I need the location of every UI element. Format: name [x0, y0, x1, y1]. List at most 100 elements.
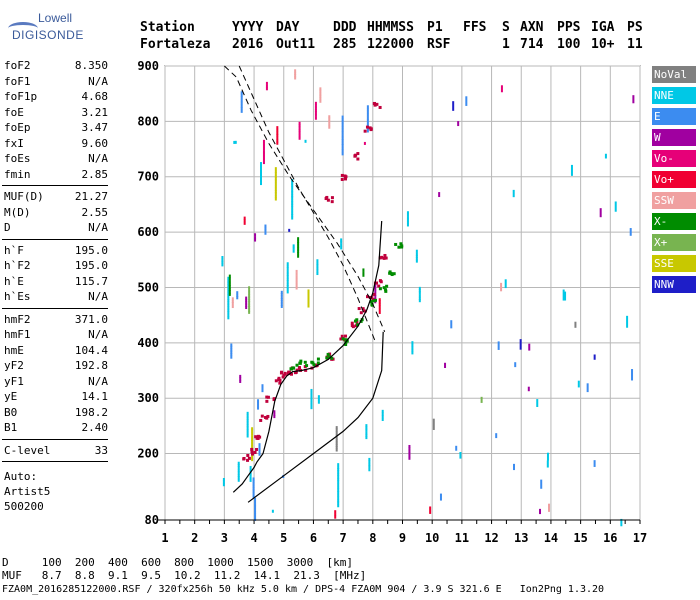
echo-mark	[408, 456, 411, 460]
echo-mark	[237, 464, 240, 468]
echo-mark	[310, 403, 313, 407]
echo-mark	[381, 409, 384, 413]
echo-mark	[274, 190, 277, 194]
ionogram-chart: 1 2 3 4 5 6 7 8 9 10 11 12 13 14 15 16 17802003004005006…	[137, 59, 647, 545]
trace-point-upper-red	[330, 200, 334, 204]
echo-mark	[239, 377, 242, 381]
echo-mark	[411, 351, 414, 355]
echo-mark	[227, 279, 230, 283]
trace-point-upper-red	[343, 177, 347, 181]
scatter-mark	[500, 85, 503, 93]
param-value: N/A	[88, 290, 108, 303]
param-label: foE	[4, 105, 24, 119]
header-label-4: HHMMSS	[367, 20, 414, 35]
echo-mark	[365, 428, 368, 432]
scatter-mark	[432, 418, 435, 430]
echo-mark	[252, 491, 255, 495]
echo-mark	[340, 240, 343, 244]
echo-mark	[295, 281, 298, 285]
echo-mark	[245, 298, 248, 302]
echo-mark	[337, 488, 340, 492]
echo-mark	[310, 398, 313, 402]
trace-point-X-trace	[399, 242, 403, 246]
scatter-mark	[495, 433, 498, 439]
echo-mark	[316, 259, 319, 263]
trace-point-O-trace	[266, 414, 270, 418]
trace-point-O-trace	[250, 447, 254, 451]
header-value-7: 714	[520, 37, 544, 52]
echo-mark	[237, 471, 240, 475]
trace-point-upper-red	[326, 198, 330, 202]
x-tick-label: 10	[425, 531, 439, 545]
trace-point-upper-red	[375, 102, 379, 106]
x-tick-label: 5	[280, 531, 287, 545]
echo-mark	[274, 185, 277, 189]
scatter-mark	[450, 320, 453, 329]
echo-mark	[280, 290, 283, 294]
echo-mark	[310, 406, 313, 410]
echo-mark	[264, 226, 267, 230]
echo-mark	[406, 213, 409, 217]
echo-mark	[276, 139, 279, 143]
profile-line-profile	[232, 220, 383, 493]
echo-mark	[258, 452, 261, 456]
echo-mark	[340, 238, 343, 242]
scatter-mark	[604, 153, 607, 159]
trace-point-X-trace	[316, 357, 320, 361]
echo-mark	[222, 480, 225, 484]
echo-mark	[240, 99, 243, 103]
dashed-curve	[224, 65, 386, 332]
scatter-mark	[527, 386, 530, 392]
digisonde-logo: Lowell DIGISONDE	[8, 8, 83, 48]
scatter-mark	[465, 96, 468, 106]
echo-mark	[406, 223, 409, 227]
echo-mark	[249, 468, 252, 472]
echo-mark	[337, 475, 340, 479]
echo-mark	[227, 286, 230, 290]
param-row: fmin 2.85	[4, 168, 108, 182]
echo-mark	[260, 162, 262, 166]
echo-mark	[362, 271, 365, 275]
echo-mark	[314, 116, 317, 120]
echo-mark	[297, 242, 300, 246]
echo-mark	[366, 113, 369, 117]
echo-mark	[366, 105, 369, 109]
echo-mark	[227, 303, 230, 307]
echo-mark	[274, 177, 277, 181]
echo-mark	[249, 478, 252, 482]
separator	[2, 461, 108, 462]
auto-line3: 500200	[4, 500, 44, 513]
param-label: MUF(D)	[4, 190, 44, 203]
echo-mark	[248, 306, 251, 310]
echo-mark	[307, 299, 310, 303]
echo-mark	[230, 355, 233, 359]
echo-mark	[231, 297, 234, 301]
echo-mark	[334, 513, 337, 517]
echo-mark	[236, 291, 239, 295]
trace-point-O-trace	[253, 451, 257, 455]
echo-mark	[248, 308, 251, 312]
echo-mark	[251, 458, 254, 462]
echo-mark	[411, 341, 414, 345]
y-tick-label: 800	[137, 114, 159, 128]
echo-mark	[298, 126, 301, 130]
echo-mark	[254, 511, 257, 515]
echo-mark	[262, 150, 265, 154]
scatter-mark	[429, 506, 432, 514]
echo-mark	[411, 346, 414, 350]
echo-mark	[341, 118, 344, 122]
param-label: yF2	[4, 359, 24, 372]
echo-mark	[227, 313, 230, 317]
echo-mark	[310, 388, 313, 392]
trace-point-O-trace	[304, 368, 308, 372]
echo-mark	[237, 466, 240, 470]
scatter-mark	[444, 362, 447, 369]
echo-mark	[236, 293, 239, 297]
trace-point-X-trace	[310, 360, 314, 364]
scatter-mark	[536, 399, 539, 407]
echo-mark	[246, 416, 249, 420]
header-label-3: DDD	[333, 20, 357, 35]
echo-mark	[378, 310, 381, 314]
echo-mark	[295, 275, 298, 279]
echo-mark	[227, 276, 230, 280]
